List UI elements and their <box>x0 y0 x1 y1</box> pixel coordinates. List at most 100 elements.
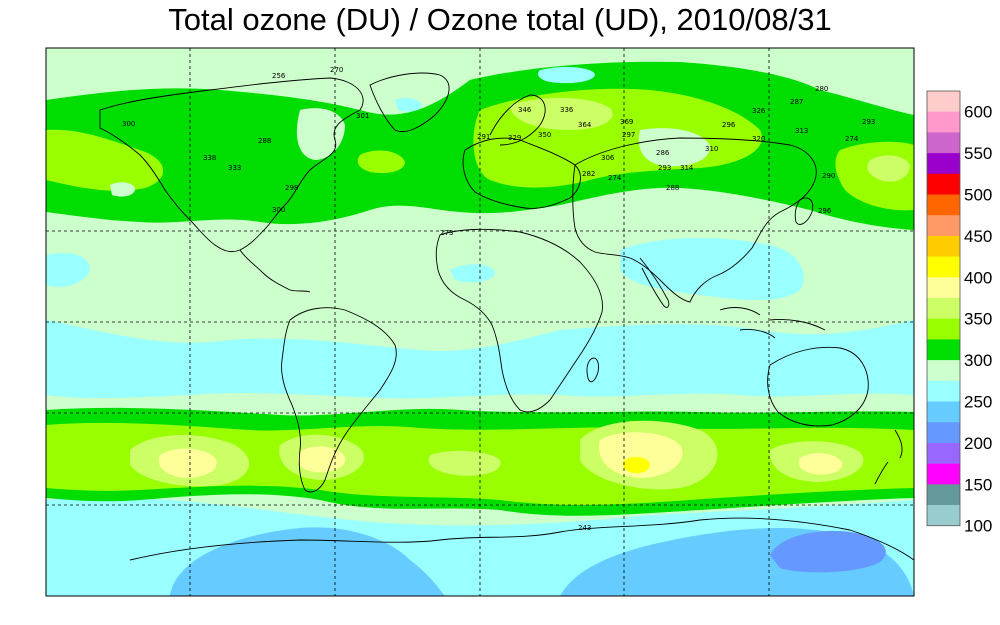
colorbar-label: 550 <box>964 144 992 163</box>
station-value: 350 <box>538 131 551 139</box>
colorbar-outline <box>926 90 961 527</box>
station-value: 336 <box>560 106 574 114</box>
colorbar-label: 500 <box>964 186 992 205</box>
station-value: 288 <box>666 184 679 192</box>
station-value: 290 <box>822 172 835 180</box>
colorbar-label: 450 <box>964 227 992 246</box>
contour-325-north-d <box>357 150 405 174</box>
coast-north-america <box>99 77 364 253</box>
coast-asia <box>572 137 817 303</box>
station-value: 306 <box>601 154 615 162</box>
station-value: 346 <box>518 106 532 114</box>
station-value: 270 <box>330 66 343 74</box>
colorbar-swatch <box>927 215 960 237</box>
colorbar-swatch <box>927 194 960 216</box>
contour-325-north-a <box>46 129 164 191</box>
colorbar-swatch <box>927 256 960 278</box>
station-value: 256 <box>272 72 286 80</box>
contour-400-peak <box>622 456 650 474</box>
station-value: 300 <box>272 206 285 214</box>
station-value: 296 <box>818 207 832 215</box>
colorbar-label: 400 <box>964 268 992 287</box>
coast-australia <box>767 346 869 427</box>
contour-275-indian <box>620 238 804 300</box>
colorbar-swatch <box>927 132 960 154</box>
station-value: 243 <box>578 524 591 532</box>
contour-350-north-b <box>867 155 910 182</box>
colorbar-swatch <box>927 153 960 175</box>
coast-central-america <box>239 249 311 293</box>
colorbar-swatch <box>927 277 960 299</box>
colorbar-swatch <box>927 318 960 340</box>
station-value: 313 <box>795 127 808 135</box>
coast-madagascar <box>586 357 599 383</box>
station-value: 288 <box>258 137 271 145</box>
station-value: 301 <box>356 112 369 120</box>
station-value: 273 <box>440 229 453 237</box>
coast-new-zealand <box>874 429 903 485</box>
contour-250-arctic-a <box>395 98 422 112</box>
contour-350-north-a <box>510 97 613 130</box>
station-value: 333 <box>228 164 241 172</box>
station-value: 369 <box>620 118 633 126</box>
station-value: 338 <box>203 154 216 162</box>
colorbar: 600 550 500 450 400 350 300 250 200 150 100 <box>926 90 992 536</box>
colorbar-swatch <box>927 360 960 382</box>
colorbar-swatch <box>927 173 960 195</box>
colorbar-swatch <box>927 339 960 361</box>
contour-275-north-gap <box>296 108 345 160</box>
colorbar-swatch <box>927 380 960 402</box>
station-value: 293 <box>658 164 671 172</box>
contour-375-d <box>798 453 843 475</box>
station-value: 293 <box>862 118 875 126</box>
coast-scandinavia <box>489 94 546 146</box>
station-value: 274 <box>845 135 859 143</box>
map-frame <box>45 47 915 597</box>
colorbar-swatch <box>927 111 960 133</box>
station-value: 326 <box>752 107 766 115</box>
colorbar-swatch <box>927 505 960 526</box>
station-value: 291 <box>477 133 490 141</box>
coast-europe <box>462 137 581 209</box>
contour-350-e <box>428 450 501 476</box>
contour-200-antarctic <box>770 530 886 573</box>
station-value: 287 <box>790 98 803 106</box>
station-labels: 270 256 300 301 338 333 298 288 300 346 336 364 369 3… <box>122 66 875 532</box>
colorbar-swatch <box>927 91 960 112</box>
station-value: 364 <box>578 121 592 129</box>
colorbar-swatch <box>927 298 960 319</box>
contour-375-b <box>297 446 346 473</box>
station-value: 274 <box>608 174 622 182</box>
contour-275-pacific-small <box>450 264 495 283</box>
contour-375-a <box>158 448 217 478</box>
station-value: 282 <box>582 170 595 178</box>
coast-africa <box>435 228 603 413</box>
station-value: 300 <box>122 120 135 128</box>
contour-375-c <box>599 432 683 478</box>
colorbar-swatch <box>927 401 960 423</box>
contour-250-arctic-b <box>538 66 595 84</box>
coast-south-america <box>281 307 397 493</box>
station-value: 310 <box>705 145 718 153</box>
contour-275-tropics <box>46 320 914 399</box>
colorbar-swatch <box>927 484 960 506</box>
station-value: 329 <box>508 134 521 142</box>
colorbar-swatch <box>927 442 960 464</box>
coast-antarctica <box>129 517 914 561</box>
station-value: 286 <box>656 149 670 157</box>
coast-japan <box>794 197 814 225</box>
colorbar-label: 200 <box>964 434 992 453</box>
colorbar-swatch <box>927 235 960 257</box>
colorbar-swatch <box>927 422 960 444</box>
station-value: 298 <box>285 184 298 192</box>
station-value: 280 <box>815 85 828 93</box>
station-value: 314 <box>680 164 694 172</box>
colorbar-label: 350 <box>964 310 992 329</box>
colorbar-label: 250 <box>964 393 992 412</box>
colorbar-swatch <box>927 463 960 485</box>
colorbar-label: 150 <box>964 475 992 494</box>
graticule <box>46 48 914 596</box>
station-value: 296 <box>722 121 736 129</box>
contour-275-atlantic <box>46 253 90 287</box>
